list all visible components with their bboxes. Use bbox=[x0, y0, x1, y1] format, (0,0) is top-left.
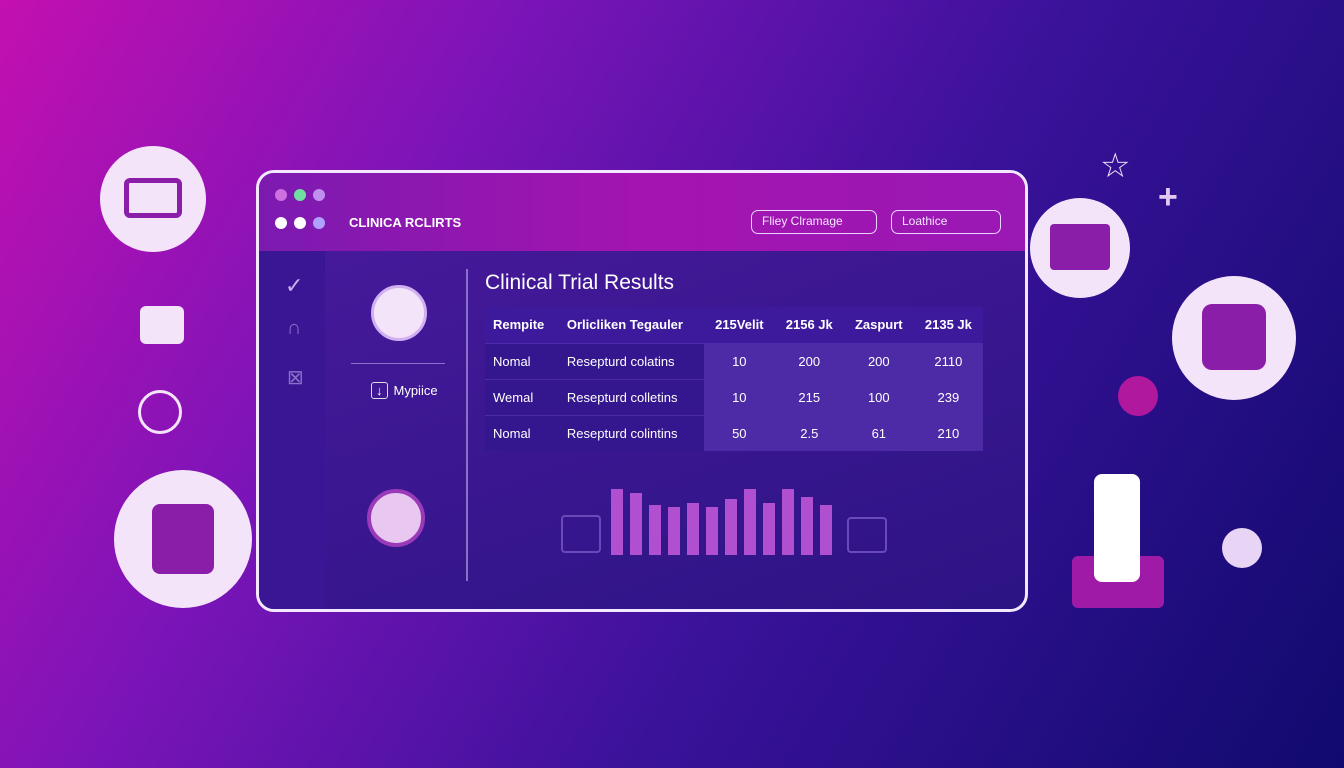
table-cell: 200 bbox=[774, 342, 844, 379]
results-table: Rempite Orlicliken Tegauler 215Velit 2156 J… bbox=[485, 307, 983, 451]
table-cell: 2135 Jk bbox=[913, 307, 983, 343]
decor-bar bbox=[630, 493, 642, 555]
table-cell: 215 bbox=[774, 378, 844, 415]
dot bbox=[294, 217, 306, 229]
nav-rail: ✓ ∩ ⊠ bbox=[259, 251, 325, 609]
table-cell: Resepturd colintins bbox=[558, 414, 704, 451]
heading: Clinical Trial Results bbox=[485, 271, 675, 294]
decor-bar bbox=[725, 499, 737, 555]
decor-bar bbox=[687, 503, 699, 555]
icon-badge bbox=[100, 146, 206, 252]
dot bbox=[275, 217, 287, 229]
table-cell: Nomal bbox=[485, 414, 559, 451]
mini-chart bbox=[611, 473, 851, 555]
table-cell: Resepturd colletins bbox=[558, 378, 704, 415]
divider bbox=[466, 269, 468, 581]
button[interactable]: Fliey Clramage bbox=[751, 210, 877, 234]
decor-bar bbox=[763, 503, 775, 555]
dot bbox=[313, 217, 325, 229]
decor-ball bbox=[1222, 528, 1262, 568]
icon-message bbox=[140, 306, 184, 344]
sidebar-item[interactable]: ↓ Mypiice bbox=[371, 382, 438, 399]
table-cell: Resepturd colatins bbox=[558, 342, 704, 379]
button[interactable]: Loathice bbox=[891, 210, 1001, 234]
table-cell: 200 bbox=[843, 342, 914, 379]
table-row: Nomal Resepturd colintins 50 2.5 61 210 bbox=[485, 414, 983, 451]
decor-bottle bbox=[1094, 474, 1140, 582]
table-row: Nomal Resepturd colatins 10 200 200 2110 bbox=[485, 342, 983, 379]
app-title: CLINICA RCLIRTS bbox=[349, 215, 462, 230]
icon-globe bbox=[367, 489, 425, 547]
table-cell: 2.5 bbox=[774, 414, 844, 451]
icon-flower bbox=[138, 390, 182, 434]
table-row: Rempite Orlicliken Tegauler 215Velit 2156 J… bbox=[485, 307, 983, 343]
nav-check[interactable]: ✓ bbox=[285, 273, 304, 298]
icon-book bbox=[1030, 198, 1130, 298]
decor-bar bbox=[611, 489, 623, 555]
decor-bar bbox=[706, 507, 718, 555]
table-cell: 215Velit bbox=[703, 307, 775, 343]
app-window: CLINICA RCLIRTS Fliey Clramage Loathice … bbox=[256, 170, 1028, 612]
dot bbox=[313, 189, 325, 201]
table-row: Wemal Resepturd colletins 10 215 100 239 bbox=[485, 378, 983, 415]
decor-bar bbox=[649, 505, 661, 555]
table-cell: 2110 bbox=[913, 342, 983, 379]
decor-star: ☆ bbox=[1100, 147, 1131, 185]
chart-next[interactable] bbox=[847, 517, 887, 553]
decor-dot bbox=[1118, 376, 1158, 416]
dot bbox=[294, 189, 306, 201]
icon-tools bbox=[1172, 276, 1296, 400]
table-cell: 100 bbox=[843, 378, 914, 415]
icon-compass bbox=[371, 285, 427, 341]
chart-prev[interactable] bbox=[561, 515, 601, 553]
table-cell: Nomal bbox=[485, 342, 559, 379]
icon-vest bbox=[114, 470, 252, 608]
nav-close[interactable]: ⊠ bbox=[287, 367, 304, 389]
table-cell: Orlicliken Tegauler bbox=[558, 307, 704, 343]
table-cell: Zaspurt bbox=[843, 307, 914, 343]
table-cell: Wemal bbox=[485, 378, 559, 415]
table-cell: 50 bbox=[703, 414, 775, 451]
decor-plus: + bbox=[1158, 178, 1178, 216]
table-cell: Rempite bbox=[485, 307, 559, 343]
divider bbox=[351, 363, 445, 364]
table-cell: 61 bbox=[843, 414, 914, 451]
dot bbox=[275, 189, 287, 201]
decor-bar bbox=[820, 505, 832, 555]
sidebar-label: Mypiice bbox=[393, 383, 438, 398]
table-cell: 239 bbox=[913, 378, 983, 415]
table-cell: 10 bbox=[703, 378, 775, 415]
table-cell: 210 bbox=[913, 414, 983, 451]
decor-bar bbox=[668, 507, 680, 555]
header: CLINICA RCLIRTS Fliey Clramage Loathice bbox=[259, 173, 1025, 251]
decor-bar bbox=[744, 489, 756, 555]
table-cell: 10 bbox=[703, 342, 775, 379]
decor-bar bbox=[801, 497, 813, 555]
nav-lock[interactable]: ∩ bbox=[287, 317, 302, 339]
decor-bar bbox=[782, 489, 794, 555]
table-cell: 2156 Jk bbox=[774, 307, 844, 343]
